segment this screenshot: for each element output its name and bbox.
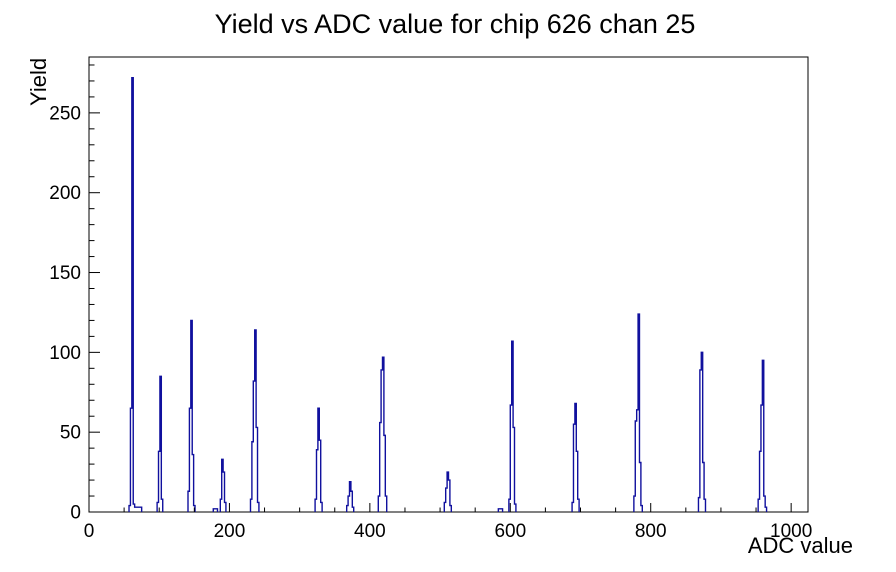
- y-axis-title: Yield: [26, 58, 51, 106]
- chart-title: Yield vs ADC value for chip 626 chan 25: [215, 9, 696, 39]
- histogram-cluster: [497, 508, 504, 512]
- histogram-cluster: [187, 319, 196, 512]
- histogram-cluster: [757, 359, 768, 512]
- histogram-cluster: [697, 351, 707, 512]
- histogram-cluster: [249, 329, 260, 512]
- histogram-cluster: [128, 77, 143, 512]
- histogram-cluster: [345, 480, 355, 512]
- histogram-cluster: [314, 407, 323, 512]
- y-tick-label: 0: [70, 503, 81, 524]
- y-tick-label: 250: [49, 103, 81, 124]
- histogram-cluster: [156, 375, 164, 512]
- y-tick-label: 100: [49, 343, 81, 364]
- x-tick-label: 800: [635, 521, 667, 542]
- x-tick-label: 0: [84, 521, 95, 542]
- histogram-cluster: [377, 356, 388, 512]
- histogram-cluster: [633, 313, 643, 512]
- x-axis-title: ADC value: [748, 533, 853, 558]
- x-tick-label: 200: [214, 521, 246, 542]
- histogram-cluster: [571, 402, 580, 512]
- plot-area: 0 200 400 600 800 1000 0 50 100 150 200 250: [49, 56, 812, 542]
- histogram-cluster: [443, 471, 453, 512]
- x-tick-label: 600: [494, 521, 526, 542]
- x-tick-label: 1000: [770, 521, 812, 542]
- histogram-cluster: [212, 508, 219, 512]
- histogram-cluster: [219, 458, 227, 512]
- y-tick-label: 50: [60, 423, 81, 444]
- x-tick-label: 400: [354, 521, 386, 542]
- histogram-cluster: [508, 340, 517, 512]
- plot-frame: [88, 56, 809, 513]
- y-tick-label: 150: [49, 263, 81, 284]
- y-tick-label: 200: [49, 183, 81, 204]
